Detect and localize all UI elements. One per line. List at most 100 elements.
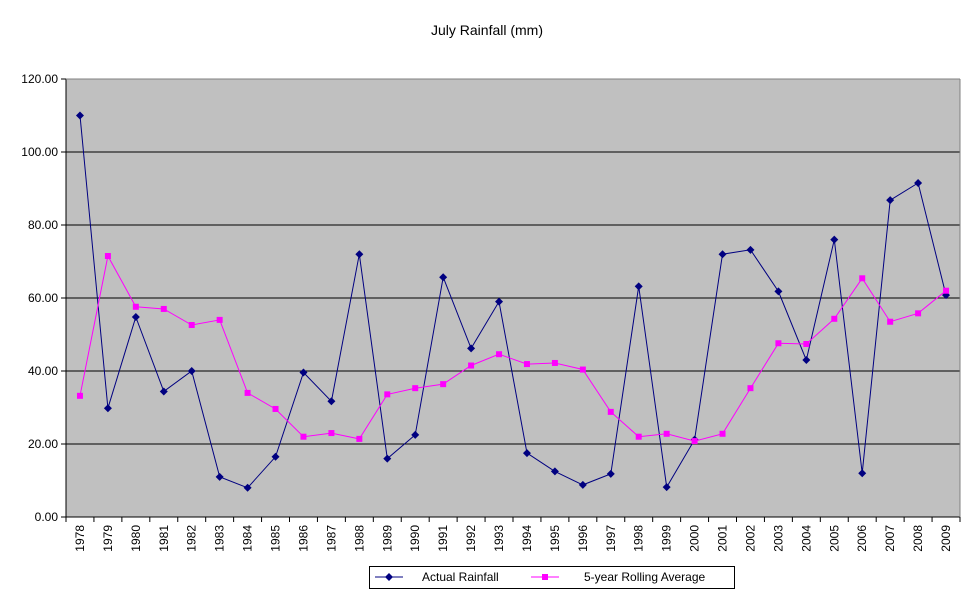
y-tick-label: 20.00 (28, 437, 58, 451)
legend: Actual Rainfall 5-year Rolling Average (369, 566, 735, 589)
y-tick-label: 120.00 (21, 72, 58, 86)
data-point-5-year-rolling-average (635, 433, 642, 440)
x-tick-label: 2008 (911, 525, 925, 552)
data-point-actual-rainfall (467, 344, 476, 353)
data-point-actual-rainfall (355, 250, 364, 259)
x-tick-label: 1980 (129, 525, 143, 552)
data-point-5-year-rolling-average (831, 315, 838, 322)
data-point-5-year-rolling-average (244, 389, 251, 396)
y-tick-label: 40.00 (28, 364, 58, 378)
data-point-actual-rainfall (634, 282, 643, 291)
legend-item-actual-rainfall: Actual Rainfall (374, 567, 544, 588)
data-point-actual-rainfall (327, 397, 336, 406)
data-point-5-year-rolling-average (412, 385, 419, 392)
data-point-actual-rainfall (411, 430, 420, 439)
x-tick-label: 1983 (213, 525, 227, 552)
x-tick-label: 2003 (771, 525, 785, 552)
y-tick-label: 100.00 (21, 145, 58, 159)
data-point-actual-rainfall (662, 483, 671, 492)
series-line-5-year-rolling-average (79, 254, 947, 442)
data-point-actual-rainfall (858, 469, 867, 478)
data-point-5-year-rolling-average (272, 405, 279, 412)
data-point-actual-rainfall (215, 472, 224, 481)
x-tick-label: 1992 (464, 525, 478, 552)
x-tick-label: 1984 (241, 525, 255, 552)
data-point-5-year-rolling-average (579, 366, 586, 373)
x-tick-label: 1991 (436, 525, 450, 552)
x-tick-label: 2002 (743, 525, 757, 552)
chart-title: July Rainfall (mm) (430, 22, 543, 38)
y-tick-label: 60.00 (28, 291, 58, 305)
data-point-5-year-rolling-average (328, 430, 335, 437)
data-point-actual-rainfall (718, 250, 727, 259)
data-point-5-year-rolling-average (188, 322, 195, 329)
data-point-actual-rainfall (914, 179, 923, 188)
data-point-actual-rainfall (550, 467, 559, 476)
x-tick-label: 1995 (548, 525, 562, 552)
data-point-actual-rainfall (383, 454, 392, 463)
data-point-5-year-rolling-average (523, 361, 530, 368)
data-point-actual-rainfall (830, 235, 839, 244)
x-tick-label: 1997 (604, 525, 618, 552)
legend-label-rolling-average: 5-year Rolling Average (584, 570, 706, 584)
y-tick-label: 80.00 (28, 218, 58, 232)
data-point-actual-rainfall (802, 356, 811, 365)
x-tick-label: 2000 (688, 525, 702, 552)
data-point-5-year-rolling-average (356, 435, 363, 442)
x-tick-label: 1985 (269, 525, 283, 552)
x-tick-label: 1978 (73, 525, 87, 552)
data-point-5-year-rolling-average (104, 253, 111, 260)
data-point-actual-rainfall (187, 367, 196, 375)
data-point-5-year-rolling-average (300, 433, 307, 440)
data-point-actual-rainfall (159, 387, 168, 396)
data-point-5-year-rolling-average (859, 275, 866, 282)
data-point-5-year-rolling-average (551, 359, 558, 366)
x-tick-label: 1999 (660, 525, 674, 552)
x-tick-label: 2004 (799, 525, 813, 552)
data-point-actual-rainfall (606, 469, 615, 478)
x-tick-label: 1987 (324, 525, 338, 552)
data-point-actual-rainfall (774, 287, 783, 296)
data-point-actual-rainfall (271, 452, 280, 461)
x-tick-label: 1990 (408, 525, 422, 552)
x-tick-label: 1996 (576, 525, 590, 552)
data-point-actual-rainfall (75, 111, 84, 120)
x-tick-label: 1979 (101, 525, 115, 552)
data-point-actual-rainfall (746, 245, 755, 254)
x-tick-label: 2009 (939, 525, 953, 552)
x-tick-label: 2001 (716, 525, 730, 552)
data-point-5-year-rolling-average (943, 287, 950, 294)
data-point-actual-rainfall (495, 297, 504, 306)
x-tick-label: 2006 (855, 525, 869, 552)
data-point-5-year-rolling-average (216, 316, 223, 323)
x-tick-label: 1993 (492, 525, 506, 552)
data-point-actual-rainfall (522, 449, 531, 458)
data-point-actual-rainfall (103, 404, 112, 413)
data-point-5-year-rolling-average (803, 340, 810, 347)
x-tick-label: 1986 (296, 525, 310, 552)
data-point-5-year-rolling-average (76, 392, 83, 399)
legend-label-actual-rainfall: Actual Rainfall (422, 570, 499, 584)
data-point-actual-rainfall (243, 483, 252, 492)
data-point-5-year-rolling-average (663, 430, 670, 437)
data-point-5-year-rolling-average (384, 391, 391, 398)
legend-swatch-actual-rainfall (375, 573, 403, 581)
x-tick-label: 2007 (883, 525, 897, 552)
data-point-actual-rainfall (886, 196, 895, 205)
x-tick-label: 2005 (827, 525, 841, 552)
x-tick-label: 1988 (352, 525, 366, 552)
data-point-5-year-rolling-average (747, 385, 754, 392)
legend-swatch-rolling-average (531, 574, 559, 580)
series-line-actual-rainfall (79, 115, 947, 489)
data-point-5-year-rolling-average (160, 305, 167, 312)
data-point-actual-rainfall (299, 368, 308, 377)
data-point-5-year-rolling-average (132, 303, 139, 310)
data-point-5-year-rolling-average (607, 408, 614, 415)
data-point-5-year-rolling-average (691, 438, 698, 445)
x-tick-label: 1998 (632, 525, 646, 552)
data-point-5-year-rolling-average (887, 318, 894, 325)
data-point-actual-rainfall (578, 480, 587, 489)
data-point-actual-rainfall (439, 273, 448, 282)
data-point-5-year-rolling-average (440, 381, 447, 388)
